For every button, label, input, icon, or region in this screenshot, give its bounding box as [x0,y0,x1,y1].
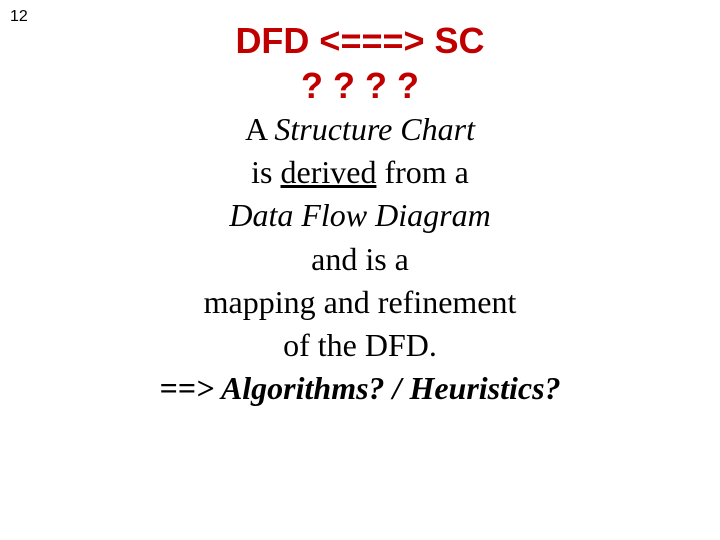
body-line-g: ==> Algorithms? / Heuristics? [159,367,560,410]
text-b-post: from a [376,154,468,190]
text-a-pre: A [245,111,274,147]
title-line-1: DFD <===> SC [235,18,484,63]
title-line-2: ? ? ? ? [301,63,419,108]
body-line-d: and is a [311,238,409,281]
body-line-f: of the DFD. [283,324,437,367]
text-a-structure-chart: Structure Chart [274,111,475,147]
body-line-e: mapping and refinement [204,281,517,324]
text-b-pre: is [251,154,280,190]
text-b-derived: derived [280,154,376,190]
slide: 12 DFD <===> SC ? ? ? ? A Structure Char… [0,0,720,540]
slide-content: DFD <===> SC ? ? ? ? A Structure Chart i… [0,18,720,410]
body-line-a: A Structure Chart [245,108,475,151]
body-line-c: Data Flow Diagram [229,194,490,237]
body-line-b: is derived from a [251,151,469,194]
